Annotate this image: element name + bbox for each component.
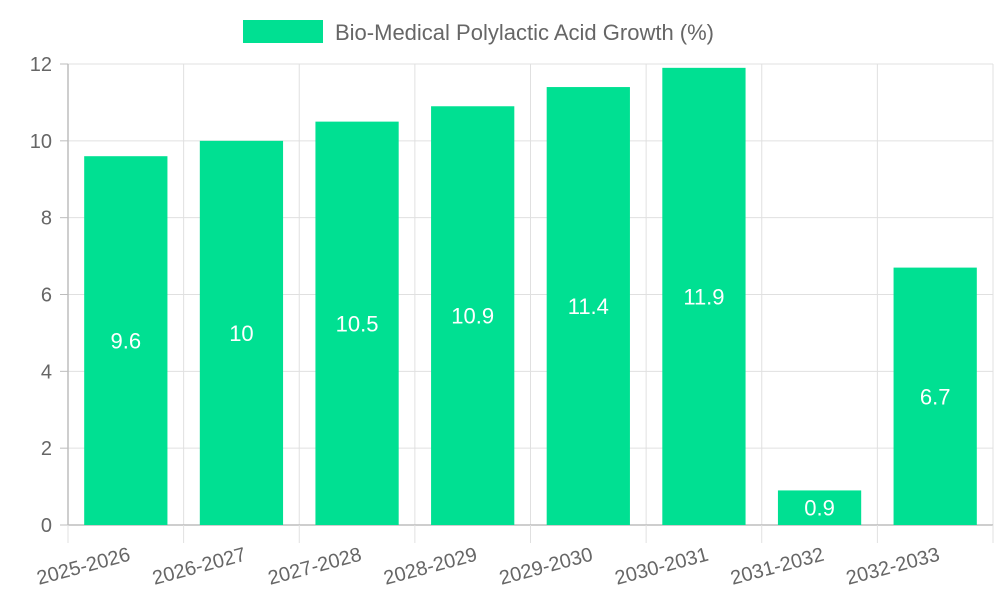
y-tick-label: 0 bbox=[41, 515, 52, 537]
bar-value-label: 11.9 bbox=[683, 284, 724, 309]
y-tick-label: 4 bbox=[41, 361, 52, 383]
x-tick-label: 2030-2031 bbox=[613, 544, 711, 590]
x-tick-label: 2029-2030 bbox=[497, 544, 595, 590]
bar-value-label: 10.5 bbox=[336, 311, 379, 336]
y-tick-label: 10 bbox=[30, 131, 52, 153]
legend-label: Bio-Medical Polylactic Acid Growth (%) bbox=[335, 20, 714, 45]
bar[interactable] bbox=[777, 490, 862, 525]
y-tick-label: 6 bbox=[41, 285, 52, 307]
bar-value-label: 0.9 bbox=[804, 496, 835, 521]
bar-value-label: 10.9 bbox=[451, 304, 494, 329]
bar-value-label: 6.7 bbox=[920, 384, 951, 409]
x-tick-label: 2032-2033 bbox=[844, 544, 942, 590]
y-tick-label: 8 bbox=[41, 208, 52, 230]
bar[interactable] bbox=[893, 267, 977, 525]
bar[interactable] bbox=[199, 140, 284, 526]
bar-data-labels: 9.6 10 10.5 10.9 11.4 11.9 0.9 6.7 bbox=[111, 284, 951, 520]
bar[interactable] bbox=[84, 156, 168, 525]
x-tick-label: 2025-2026 bbox=[35, 544, 133, 590]
x-tick-label: 2026-2027 bbox=[150, 544, 248, 590]
y-tick-label: 12 bbox=[30, 54, 52, 76]
x-tick-label: 2027-2028 bbox=[266, 544, 364, 590]
bar[interactable] bbox=[546, 87, 630, 526]
bar-value-label: 9.6 bbox=[111, 329, 142, 354]
bar-value-label: 10 bbox=[229, 321, 253, 346]
x-axis-ticks: 2025-2026 2026-2027 2027-2028 2028-2029 2029… bbox=[35, 525, 994, 590]
y-tick-label: 2 bbox=[41, 438, 52, 460]
bar[interactable] bbox=[431, 106, 515, 525]
legend-swatch bbox=[243, 20, 323, 43]
bar[interactable] bbox=[662, 67, 746, 525]
bar-value-label: 11.4 bbox=[568, 294, 609, 319]
y-axis-ticks: 0 2 4 6 8 10 12 bbox=[30, 54, 68, 537]
bar[interactable] bbox=[315, 121, 399, 525]
bars bbox=[84, 67, 977, 526]
x-tick-label: 2028-2029 bbox=[381, 544, 479, 590]
x-tick-label: 2031-2032 bbox=[728, 544, 826, 590]
legend[interactable]: Bio-Medical Polylactic Acid Growth (%) bbox=[243, 20, 714, 45]
